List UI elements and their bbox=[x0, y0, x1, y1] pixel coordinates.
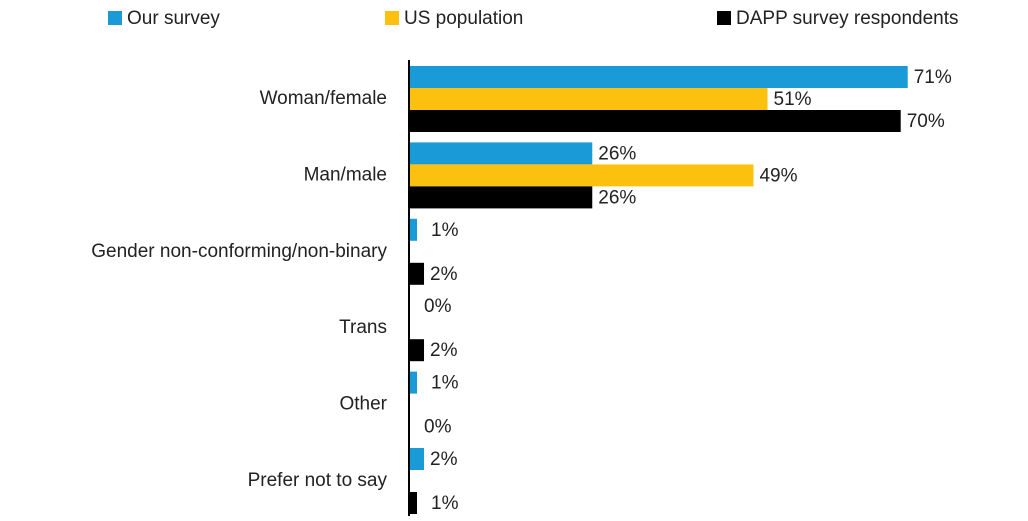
category-label: Prefer not to say bbox=[248, 470, 388, 491]
bar bbox=[410, 448, 425, 470]
bar bbox=[410, 88, 768, 110]
legend-swatch bbox=[385, 11, 399, 25]
data-label: 2% bbox=[430, 264, 458, 285]
category-label: Man/male bbox=[304, 164, 387, 185]
bar bbox=[410, 339, 425, 362]
bar bbox=[410, 164, 754, 187]
bar bbox=[410, 142, 593, 165]
legend-label: US population bbox=[404, 8, 523, 29]
data-label: 1% bbox=[431, 493, 459, 514]
bar bbox=[410, 218, 418, 241]
bar bbox=[410, 186, 593, 209]
legend-swatch bbox=[108, 11, 122, 25]
bar bbox=[410, 262, 425, 285]
legend-label: Our survey bbox=[127, 8, 220, 29]
data-label: 71% bbox=[914, 67, 952, 88]
bar bbox=[410, 492, 418, 514]
category-label: Other bbox=[339, 394, 387, 415]
category-label: Woman/female bbox=[260, 88, 387, 109]
data-label: 26% bbox=[598, 143, 636, 164]
bar bbox=[410, 371, 418, 394]
data-label: 2% bbox=[430, 340, 458, 361]
data-label: 1% bbox=[431, 220, 459, 241]
data-label: 1% bbox=[431, 373, 459, 394]
bar bbox=[410, 110, 901, 132]
data-label: 49% bbox=[759, 165, 797, 186]
data-label: 51% bbox=[774, 89, 812, 110]
category-label: Gender non-conforming/non-binary bbox=[91, 241, 387, 262]
legend-label: DAPP survey respondents bbox=[736, 8, 959, 29]
category-label: Trans bbox=[339, 317, 387, 338]
data-label: 2% bbox=[430, 449, 458, 470]
data-label: 0% bbox=[424, 296, 452, 317]
data-label: 70% bbox=[907, 111, 945, 132]
bar bbox=[410, 66, 908, 88]
data-label: 0% bbox=[424, 417, 452, 438]
data-label: 26% bbox=[598, 187, 636, 208]
legend-swatch bbox=[717, 11, 731, 25]
